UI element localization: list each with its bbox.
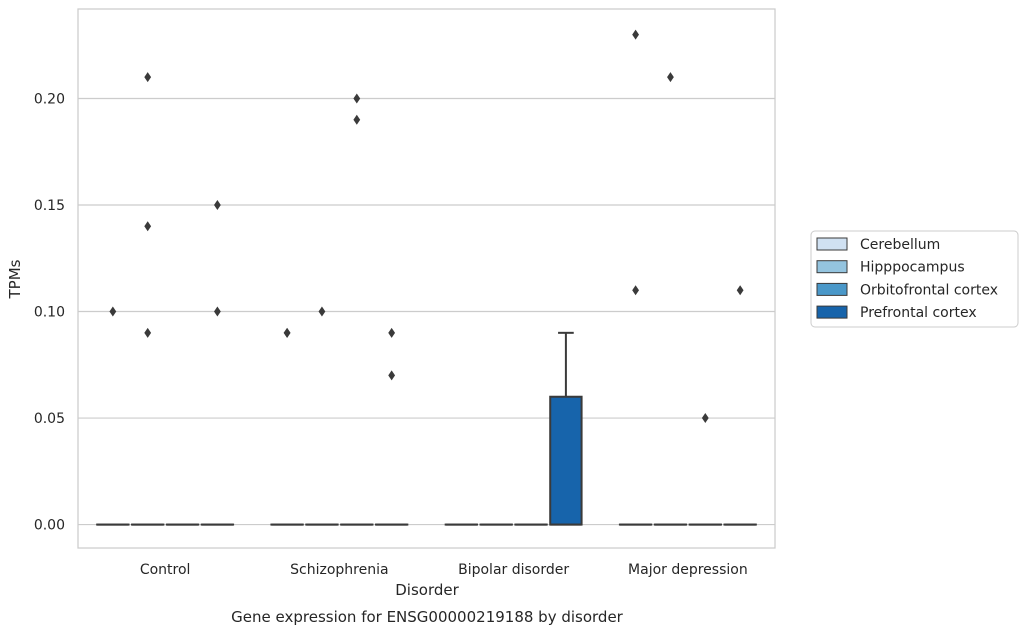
y-tick-labels: 0.00 0.05 0.10 0.15 0.20: [34, 91, 65, 533]
x-tick-label: Control: [140, 562, 191, 578]
box-group: [723, 285, 757, 526]
legend-label: Prefrontal cortex: [860, 305, 977, 321]
outlier-point: [736, 285, 744, 296]
legend-swatch: [816, 237, 848, 251]
legend-label: Hipppocampus: [860, 260, 965, 276]
box-group: [618, 29, 653, 526]
box-group: [653, 72, 688, 526]
outlier-point: [109, 306, 117, 317]
y-tick-label: 0.20: [34, 91, 65, 107]
outlier-point: [667, 72, 674, 83]
legend-label: Orbitofrontal cortex: [860, 282, 998, 298]
legend-swatch: [816, 282, 848, 296]
outlier-point: [318, 306, 326, 317]
box-plot-area: [96, 29, 757, 526]
outlier-point: [144, 72, 152, 83]
box-group: [305, 306, 339, 526]
y-tick-label: 0.00: [34, 518, 65, 534]
outlier-point: [353, 114, 361, 125]
box: [549, 395, 583, 526]
y-axis-label: TPMs: [6, 259, 24, 299]
outlier-point: [701, 413, 709, 424]
box-group: [374, 327, 409, 526]
outlier-point: [632, 285, 639, 296]
box-group: [200, 200, 235, 526]
outlier-point: [144, 327, 152, 338]
outlier-point: [214, 200, 221, 210]
box-group: [270, 327, 304, 526]
figure-caption: Gene expression for ENSG00000219188 by d…: [231, 608, 624, 626]
gridlines: [78, 97, 775, 526]
x-tick-label: Schizophrenia: [290, 562, 388, 578]
outlier-point: [214, 306, 221, 317]
outlier-point: [388, 370, 396, 381]
legend-swatch: [816, 305, 848, 319]
box-group: [688, 413, 722, 526]
box-group: [549, 331, 583, 526]
x-axis-label: Disorder: [395, 581, 459, 599]
y-tick-label: 0.15: [34, 198, 65, 214]
x-tick-label: Bipolar disorder: [458, 562, 569, 578]
box-group: [96, 306, 130, 526]
x-tick-labels: Control Schizophrenia Bipolar disorder Majo…: [140, 562, 748, 578]
plot-frame: [77, 8, 776, 549]
x-tick-label: Major depression: [628, 562, 748, 578]
outlier-point: [283, 327, 291, 338]
outlier-point: [632, 29, 639, 40]
outlier-point: [353, 93, 361, 104]
legend-label: Cerebellum: [860, 237, 940, 253]
box-group: [340, 93, 374, 526]
outlier-point: [144, 221, 152, 232]
legend: Cerebellum Hipppocampus Orbitofrontal cort…: [810, 230, 1019, 328]
legend-frame: [810, 230, 1019, 328]
y-tick-label: 0.10: [34, 305, 65, 321]
legend-swatch: [816, 260, 848, 274]
y-tick-label: 0.05: [34, 411, 65, 427]
box-group: [131, 72, 165, 526]
outlier-point: [388, 327, 396, 338]
